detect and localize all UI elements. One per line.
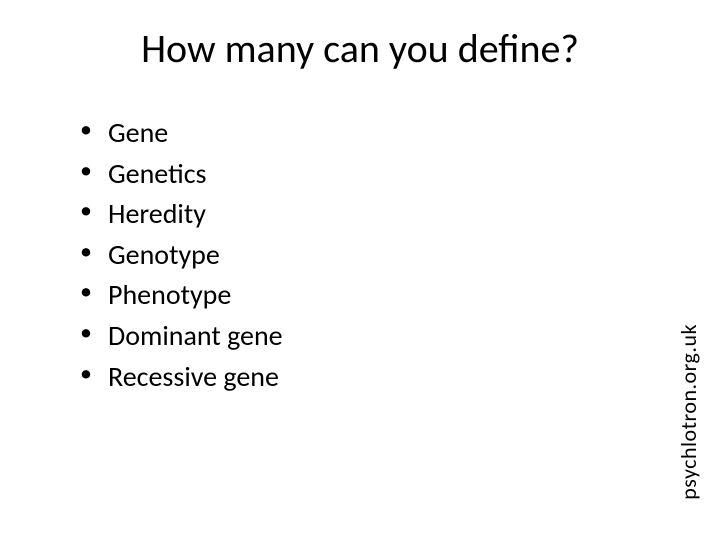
list-item: Phenotype — [80, 275, 670, 316]
slide-title: How many can you define? — [50, 24, 670, 73]
list-item: Recessive gene — [80, 357, 670, 398]
list-item: Heredity — [80, 194, 670, 235]
list-item: Dominant gene — [80, 316, 670, 357]
list-item: Gene — [80, 113, 670, 154]
bullet-list: Gene Genetics Heredity Genotype Phenotyp… — [50, 113, 670, 397]
footer-attribution: psychlotron.org.uk — [675, 324, 702, 500]
slide-container: How many can you define? Gene Genetics H… — [0, 0, 720, 540]
list-item: Genotype — [80, 235, 670, 276]
list-item: Genetics — [80, 154, 670, 195]
